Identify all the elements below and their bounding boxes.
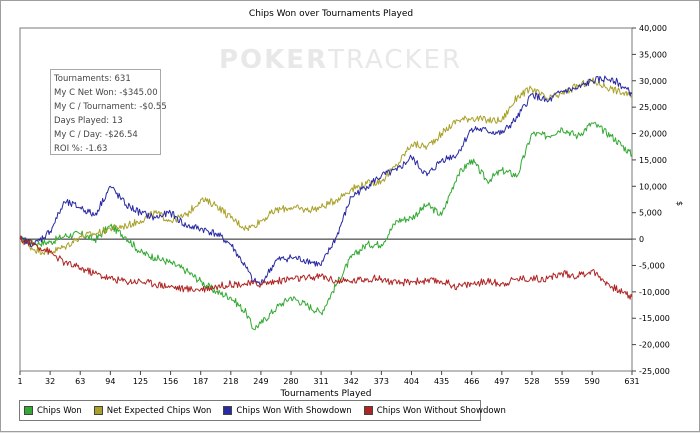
x-tick-label: 187 — [193, 377, 208, 386]
y-axis-symbol: $ — [675, 201, 684, 206]
y-tick-label: 40,000 — [639, 24, 667, 33]
legend-label-net-expected: Net Expected Chips Won — [106, 405, 212, 416]
x-tick-label: 218 — [223, 377, 238, 386]
legend-item-without-showdown[interactable]: Chips Won Without Showdown — [363, 405, 506, 416]
x-tick-label: 94 — [105, 377, 115, 386]
y-tick-label: -20,000 — [639, 341, 670, 350]
x-tick-label: 342 — [344, 377, 359, 386]
stat-tournaments: Tournaments: 631 — [54, 74, 131, 84]
stat-per-day: My C / Day: -$26.54 — [54, 130, 138, 140]
legend-swatch-net-expected — [93, 406, 103, 415]
legend-item-chips-won[interactable]: Chips Won — [24, 406, 82, 416]
x-tick-label: 404 — [404, 377, 419, 386]
y-axis: 40,000 35,000 30,000 25,000 20,000 15,000 10,0… — [632, 24, 670, 376]
x-tick-label: 373 — [374, 377, 389, 386]
x-axis: 1 32 63 94 125 156 187 218 249 280 311 342 373 404 435… — [17, 371, 640, 386]
series-line-chips-won-with-showdown — [19, 75, 633, 286]
x-tick-label: 125 — [133, 377, 148, 386]
legend-swatch-chips-won — [24, 406, 33, 415]
y-tick-label: -15,000 — [639, 314, 670, 323]
legend-swatch-without-showdown — [363, 406, 373, 415]
stat-net-won: My C Net Won: -$345.00 — [54, 88, 158, 98]
legend-item-with-showdown[interactable]: Chips Won With Showdown — [223, 405, 352, 416]
x-tick-label: 497 — [494, 377, 509, 386]
series-line-net-expected-chips-won — [19, 77, 633, 255]
x-tick-label: 63 — [75, 377, 85, 386]
watermark-part2: TRACKER — [328, 45, 463, 75]
y-tick-label: 0 — [639, 235, 644, 244]
x-tick-label: 559 — [554, 377, 569, 386]
y-tick-label: 25,000 — [639, 103, 667, 112]
stats-box: Tournaments: 631 My C Net Won: -$345.00 … — [50, 69, 167, 155]
y-tick-label: 35,000 — [639, 50, 667, 59]
x-tick-label: 631 — [624, 377, 639, 386]
series-line-chips-won — [19, 121, 633, 331]
series-line-chips-won-without-showdown — [19, 235, 633, 300]
x-tick-label: 156 — [163, 377, 178, 386]
y-tick-label: -10,000 — [639, 288, 670, 297]
x-tick-label: 466 — [464, 377, 479, 386]
legend-item-net-expected[interactable]: Net Expected Chips Won — [93, 405, 212, 416]
y-tick-label: 30,000 — [639, 77, 667, 86]
stat-per-tournament: My C / Tournament: -$0.55 — [54, 102, 167, 112]
y-tick-label: 20,000 — [639, 130, 667, 139]
x-tick-label: 311 — [314, 377, 329, 386]
legend: Chips Won Net Expected Chips Won Chips W… — [19, 400, 506, 421]
x-tick-label: 590 — [585, 377, 600, 386]
legend-label-chips-won: Chips Won — [37, 405, 82, 416]
series-group — [19, 75, 633, 331]
y-tick-label: 5,000 — [639, 209, 662, 218]
x-tick-label: 435 — [434, 377, 449, 386]
y-tick-label: -5,000 — [639, 261, 665, 270]
chart-title: Chips Won over Tournaments Played — [248, 9, 414, 19]
legend-swatch-with-showdown — [223, 406, 233, 415]
pokertracker-watermark: POKERTRACKER — [219, 45, 462, 75]
x-tick-label: 1 — [17, 377, 22, 386]
stat-roi: ROI %: -1.63 — [54, 144, 108, 154]
legend-label-without-showdown: Chips Won Without Showdown — [376, 405, 506, 416]
y-tick-label: 10,000 — [639, 182, 667, 191]
y-tick-label: 15,000 — [639, 156, 667, 165]
x-tick-label: 528 — [524, 377, 539, 386]
x-axis-label: Tournaments Played — [279, 389, 371, 399]
legend-label-with-showdown: Chips Won With Showdown — [236, 405, 352, 416]
y-tick-label: -25,000 — [639, 367, 670, 376]
x-tick-label: 249 — [253, 377, 268, 386]
x-tick-label: 280 — [283, 377, 298, 386]
x-tick-label: 32 — [45, 377, 55, 386]
stat-days-played: Days Played: 13 — [54, 116, 123, 126]
watermark-part1: POKER — [219, 45, 329, 75]
